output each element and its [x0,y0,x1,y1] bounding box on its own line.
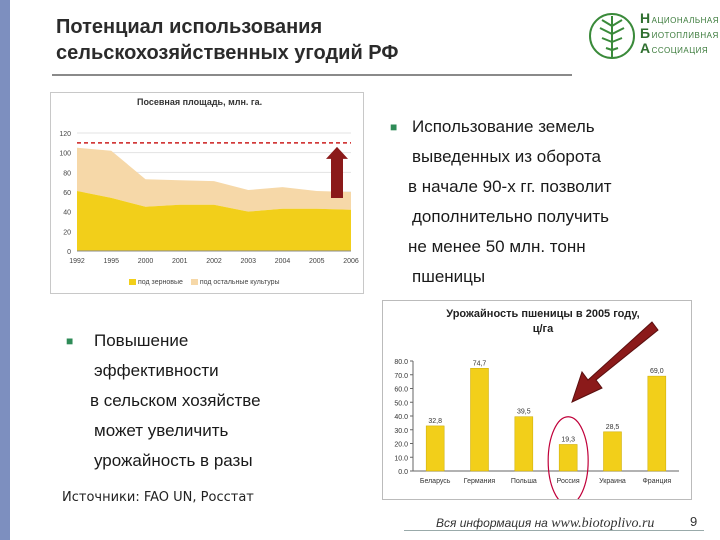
bullet-left-line-1: Повышение [94,331,189,350]
page-number: 9 [690,514,698,529]
legend-swatch-other [190,279,198,286]
bullet-square-icon: ■ [390,120,398,134]
footer-divider [404,530,704,531]
logo-letter-a: А [640,40,651,56]
y-tick-label: 100 [59,151,71,158]
footer-website-link[interactable]: www.biotoplivo.ru [551,516,655,531]
chart-title: Посевная площадь, млн. га. [137,97,263,107]
y-tick-label: 50.0 [394,400,408,407]
chart-legend: под зерновые под остальные культуры [123,279,280,286]
bar-value-label: 19,3 [561,436,575,443]
logo-letter-b: Б [640,25,651,41]
y-tick-label: 0 [67,249,71,256]
bar [425,425,445,472]
area-series-other [77,147,351,212]
x-tick-label: 2004 [275,258,291,265]
bar-value-label: 28,5 [606,424,620,431]
logo: НАЦИОНАЛЬНАЯ БИОТОПЛИВНАЯ АССОЦИАЦИЯ [586,8,719,64]
bullet-left-line-5: урожайность в разы [94,451,253,470]
bullet-right-line-6: пшеницы [412,267,486,286]
bar-value-label: 39,5 [517,409,531,416]
bar-value-label: 69,0 [650,368,664,375]
title-divider [52,74,572,76]
footer-info: Вся информация на www.biotoplivo.ru [436,516,654,532]
bullet-efficiency: ■ Повышение эффективности в сельском хоз… [66,326,366,476]
logo-word-2: ИОТОПЛИВНАЯ [651,31,719,40]
bullet-left-line-3: в сельском хозяйстве [90,391,261,410]
area-series-grain [77,191,351,251]
bar [647,375,667,472]
page-title: Потенциал использования сельскохозяйстве… [56,14,516,66]
y-tick-label: 60 [63,190,71,197]
x-tick-label: 2005 [309,258,325,265]
y-tick-label: 30.0 [394,428,408,435]
logo-letter-n: Н [640,10,651,26]
chart-title-line-1: Урожайность пшеницы в 2005 году, [446,308,640,320]
bar [514,416,534,472]
title-area [10,0,720,82]
bullet-left-line-4: может увеличить [94,421,229,440]
accent-sidebar [0,0,10,540]
x-tick-label: 2002 [206,258,222,265]
x-tick-label: Беларусь [420,478,451,485]
y-tick-label: 80.0 [394,359,408,366]
y-tick-label: 40.0 [394,414,408,421]
y-tick-label: 40 [63,210,71,217]
up-arrow-icon [326,146,348,198]
bar-chart-svg: 0.0 10.0 20.0 30.0 40.0 50.0 60.0 70.0 80.0 32,8 Б… [394,359,679,499]
y-tick-label: 120 [59,131,71,138]
sources-note: Источники: FAO UN, Росстат [62,490,254,505]
area-chart-svg: 0 20 40 60 80 100 120 1992 1995 2000 2001 2002 2003 2… [59,131,359,265]
x-tick-label: 2001 [172,258,188,265]
x-tick-label: Россия [557,478,580,485]
y-tick-label: 80 [63,170,71,177]
y-tick-label: 70.0 [394,373,408,380]
highlight-arrow-icon [571,321,659,403]
y-tick-label: 0.0 [398,469,408,476]
bar-value-label: 32,8 [428,418,442,425]
legend-label-other: под остальные культуры [199,279,280,286]
x-tick-label: Польша [511,478,537,485]
leaf-logo-icon [589,13,635,59]
bullet-right-line-5: не менее 50 млн. тонн [408,237,586,256]
bar [603,431,622,472]
chart-title-line-2: ц/га [532,323,554,335]
bullet-right-line-3: в начале 90-х гг. позволит [408,177,612,196]
x-tick-label: 2006 [343,258,359,265]
footer-text: Вся информация на [436,516,548,530]
bullet-land-use: ■ Использование земель выведенных из обо… [390,112,692,292]
x-tick-label: 2000 [138,258,154,265]
y-tick-label: 20 [63,229,71,236]
chart-title: Урожайность пшеницы в 2005 году, ц/га [413,307,673,337]
y-tick-label: 20.0 [394,442,408,449]
title-line-2: сельскохозяйственных угодий РФ [56,42,399,64]
bullet-right-line-4: дополнительно получить [412,207,609,226]
logo-word-3: ССОЦИАЦИЯ [651,46,709,55]
bar [470,368,489,472]
title-line-1: Потенциал использования [56,16,323,38]
legend-label-grain: под зерновые [138,279,183,286]
highlight-circle [547,416,589,499]
bullet-left-line-2: эффективности [94,361,219,380]
x-tick-label: 1992 [69,258,85,265]
bullet-right-line-2: выведенных из оборота [412,147,602,166]
x-tick-label: Украина [599,478,626,485]
y-tick-label: 60.0 [394,387,408,394]
bar-value-label: 74,7 [473,360,487,367]
x-tick-label: 1995 [103,258,119,265]
sown-area-chart: Посевная площадь, млн. га. 0 20 40 60 80 100 1… [50,92,364,294]
logo-text: НАЦИОНАЛЬНАЯ БИОТОПЛИВНАЯ АССОЦИАЦИЯ [640,10,720,57]
legend-swatch-grain [129,279,136,286]
bullet-square-icon: ■ [66,334,74,348]
x-tick-label: Франция [642,478,671,485]
y-tick-label: 10.0 [394,455,408,462]
bar [558,444,578,472]
x-tick-label: Германия [464,478,496,485]
x-tick-label: 2003 [240,258,256,265]
logo-word-1: АЦИОНАЛЬНАЯ [651,16,720,25]
bullet-right-line-1: Использование земель [412,117,595,136]
